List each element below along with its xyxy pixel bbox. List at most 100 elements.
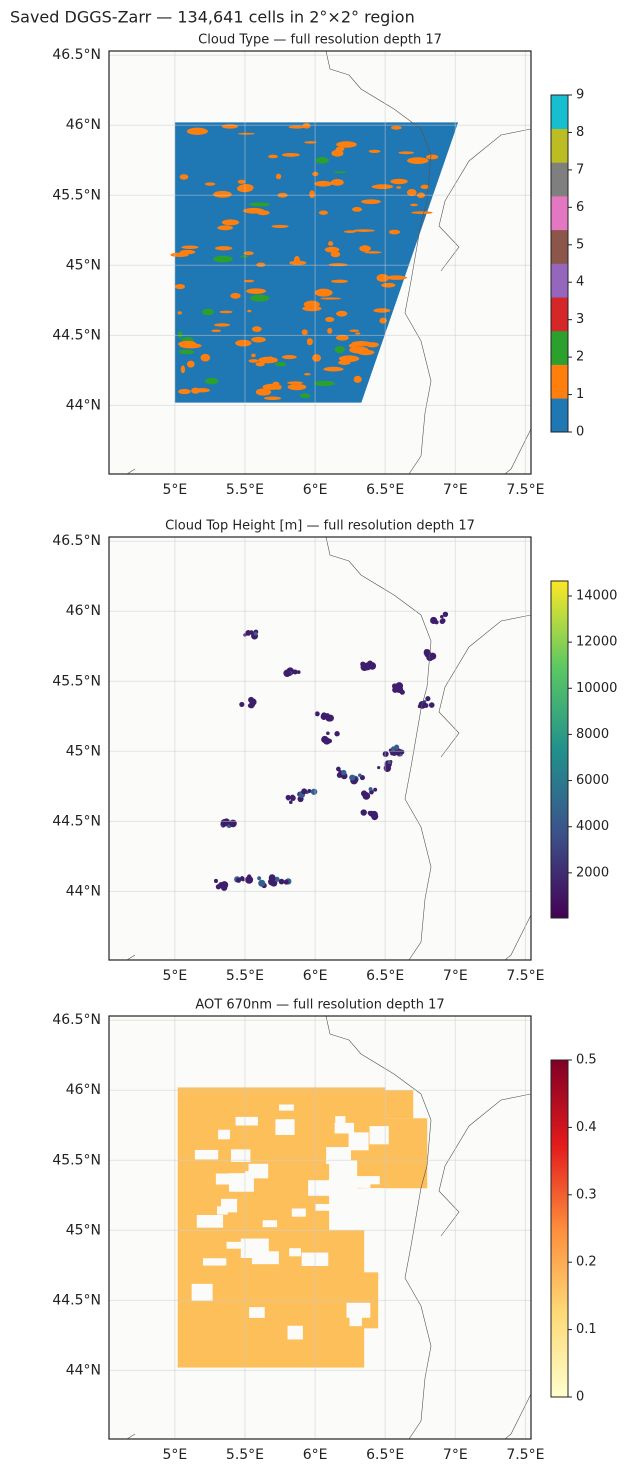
aot-region <box>385 1090 414 1119</box>
cloud-patch <box>252 326 262 332</box>
x-tick-label: 5°E <box>163 1447 188 1463</box>
cloud-patch <box>238 184 254 191</box>
cloud-patch <box>178 388 191 395</box>
map-frame <box>108 50 532 475</box>
cloud-patch <box>388 229 401 235</box>
cloud-top-cell <box>257 876 262 881</box>
cloud-patch <box>200 353 211 362</box>
colorbar-tick-label: 6 <box>576 200 584 215</box>
colorbar-tick-label: 0.3 <box>576 1187 597 1202</box>
aot-gap <box>366 1252 379 1268</box>
cloud-patch <box>235 339 252 347</box>
cloud-patch <box>237 179 246 184</box>
aot-gap <box>335 1185 354 1200</box>
colorbar-tick-label: 10000 <box>576 681 617 696</box>
cloud-patch <box>304 141 317 144</box>
cloud-patch <box>330 178 344 186</box>
colorbar-tick-label: 0.5 <box>576 1053 597 1068</box>
cloud-patch <box>174 283 186 290</box>
panel-title: AOT 670nm — full resolution depth 17 <box>195 998 444 1013</box>
x-tick-label: 5.5°E <box>226 1447 264 1463</box>
cloud-patch <box>211 329 222 333</box>
figure-title: Saved DGGS-Zarr — 134,641 cells in 2°×2°… <box>10 8 415 27</box>
y-tick-label: 45.5°N <box>52 673 101 689</box>
colorbar-tick-label: 9 <box>576 88 584 103</box>
cloud-top-cell <box>390 752 394 756</box>
cloud-patch <box>289 260 307 266</box>
cloud-patch <box>426 154 439 160</box>
cloud-patch <box>333 171 347 174</box>
aot-gap <box>352 1176 380 1185</box>
cloud-patch <box>251 336 266 343</box>
cloud-top-cell <box>442 611 449 617</box>
aot-gap <box>334 1122 355 1134</box>
colorbar-band <box>551 196 568 231</box>
x-tick-label: 6.5°E <box>366 1447 404 1463</box>
y-tick-label: 46°N <box>66 1082 101 1098</box>
x-tick-label: 7.5°E <box>506 968 544 984</box>
cloud-patch <box>255 388 272 396</box>
cloud-patch <box>373 308 391 313</box>
colorbar-tick-label: 4 <box>576 275 584 290</box>
colorbar-band <box>551 330 568 365</box>
y-tick-label: 46.5°N <box>52 533 101 549</box>
cloud-patch <box>268 154 279 159</box>
cloud-patch <box>302 122 311 129</box>
aot-gap <box>251 1251 279 1265</box>
cloud-top-cell <box>430 616 438 625</box>
colorbar-tick-label: 0.2 <box>576 1255 597 1270</box>
cloud-patch <box>303 372 311 376</box>
aot-gap <box>262 1220 278 1228</box>
cloud-top-cell <box>336 766 341 772</box>
cloud-patch <box>243 207 265 214</box>
cloud-top-cell <box>239 701 245 708</box>
aot-gap <box>335 1116 346 1126</box>
cloud-patch <box>250 294 270 302</box>
cloud-patch <box>398 151 415 155</box>
cloud-patch <box>390 125 402 130</box>
cloud-patch <box>217 225 233 231</box>
colorbar-tick-label: 0.1 <box>576 1322 597 1337</box>
colorbar-tick-label: 2000 <box>576 865 609 880</box>
cloud-patch <box>287 383 307 391</box>
cloud-patch <box>288 125 306 129</box>
cloud-top-cell <box>360 809 367 816</box>
cloud-top-cell <box>440 614 444 619</box>
cloud-patch <box>359 245 371 252</box>
cloud-patch <box>314 288 333 297</box>
colorbar-tick-label: 1 <box>576 387 584 402</box>
cloud-patch <box>334 346 345 354</box>
aot-gap <box>287 1325 303 1340</box>
aot-gap <box>291 1208 306 1217</box>
cloud-top-cell <box>239 876 245 881</box>
cloud-patch <box>306 338 313 346</box>
x-tick-label: 6°E <box>303 968 328 984</box>
cloud-patch <box>186 360 195 368</box>
cloud-patch <box>302 305 322 312</box>
aot-gap <box>275 1119 295 1135</box>
cloud-patch <box>202 308 215 316</box>
cloud-patch <box>243 251 254 256</box>
colorbar-frame <box>550 1059 569 1398</box>
cloud-patch <box>353 375 362 383</box>
aot-gap <box>326 1147 351 1165</box>
cloud-top-cell <box>245 875 254 884</box>
cloud-top-cell <box>428 702 435 708</box>
aot-gap <box>194 1149 219 1160</box>
aot-gap <box>202 1258 227 1266</box>
cloud-patch <box>324 246 340 253</box>
cloud-patch <box>364 251 382 254</box>
cloud-patch <box>248 359 259 363</box>
cloud-top-cell <box>326 731 330 735</box>
cloud-patch <box>191 387 200 394</box>
cloud-patch <box>349 329 360 332</box>
aot-gap <box>337 1177 351 1189</box>
aot-gap <box>215 1173 234 1185</box>
aot-gap <box>315 1203 333 1211</box>
y-tick-label: 45°N <box>66 743 101 759</box>
cloud-patch <box>213 190 232 198</box>
cloud-top-cell <box>236 877 242 883</box>
cloud-top-cell <box>327 738 333 744</box>
cloud-top-cell <box>360 661 366 667</box>
